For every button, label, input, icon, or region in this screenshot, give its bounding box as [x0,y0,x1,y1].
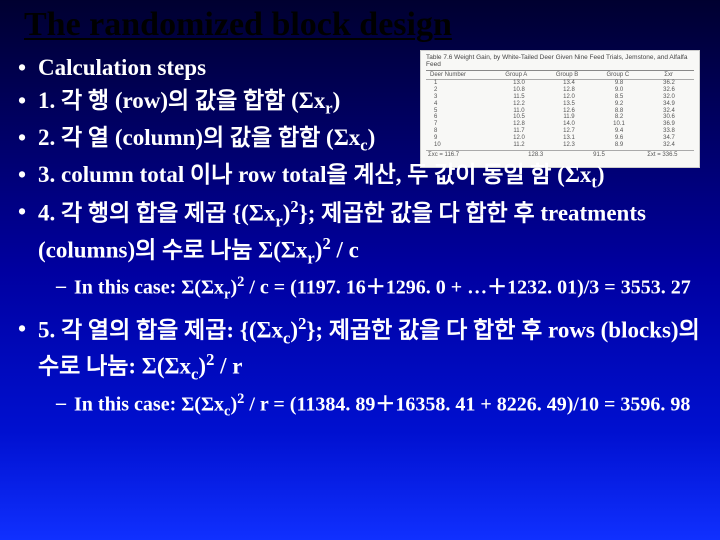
bullet-calc-steps: Calculation steps [14,52,706,83]
slide-content: Calculation steps 1. 각 행 (row)의 값을 합함 (Σ… [14,52,706,429]
text: 2. 각 열 (column)의 값을 합함 (Σx [38,125,360,150]
text: / r [214,354,242,379]
bullet-step-3: 3. column total 이나 row total을 계산, 두 값이 동… [14,159,706,194]
sub-bullet-4: In this case: Σ(Σxr)2 / c = (1197. 16＋12… [38,273,706,304]
text: 5. 각 열의 합을 제곱: {(Σx [38,317,283,342]
bullet-step-1: 1. 각 행 (row)의 값을 합함 (Σxr) [14,85,706,120]
bullet-step-5: 5. 각 열의 합을 제곱: {(Σxc)2}; 제곱한 값을 다 합한 후 r… [14,313,706,422]
text: 4. 각 행의 합을 제곱 {(Σx [38,201,275,226]
text: ) [290,317,298,342]
text: ) [368,125,376,150]
text: / c [331,237,359,262]
text: Calculation steps [38,55,206,80]
text: 1. 각 행 (row)의 값을 합함 (Σx [38,88,325,113]
bullet-step-2: 2. 각 열 (column)의 값을 합함 (Σxc) [14,122,706,157]
text: ) [597,162,605,187]
subscript: r [325,99,332,118]
sub-bullet-list: In this case: Σ(Σxc)2 / r = (11384. 89＋1… [38,390,706,421]
subscript: r [307,248,314,267]
text: ) [198,354,206,379]
text: In this case: Σ(Σx [74,277,224,299]
bullet-step-4: 4. 각 행의 합을 제곱 {(Σxr)2}; 제곱한 값을 다 합한 후 tr… [14,196,706,305]
slide-title: The randomized block design [24,6,452,44]
subscript: r [275,211,282,230]
text: / r = (11384. 89＋16358. 41 + 8226. 49)/1… [244,393,690,415]
text: / c = (1197. 16＋1296. 0 + …＋1232. 01)/3 … [244,277,690,299]
sub-bullet-5: In this case: Σ(Σxc)2 / r = (11384. 89＋1… [38,390,706,421]
bullet-list: Calculation steps 1. 각 행 (row)의 값을 합함 (Σ… [14,52,706,421]
text: 3. column total 이나 row total을 계산, 두 값이 동… [38,162,591,187]
superscript: 2 [290,197,298,216]
sub-bullet-list: In this case: Σ(Σxr)2 / c = (1197. 16＋12… [38,273,706,304]
text: In this case: Σ(Σx [74,393,224,415]
subscript: c [360,136,367,155]
superscript: 2 [322,234,330,253]
text: ) [333,88,341,113]
